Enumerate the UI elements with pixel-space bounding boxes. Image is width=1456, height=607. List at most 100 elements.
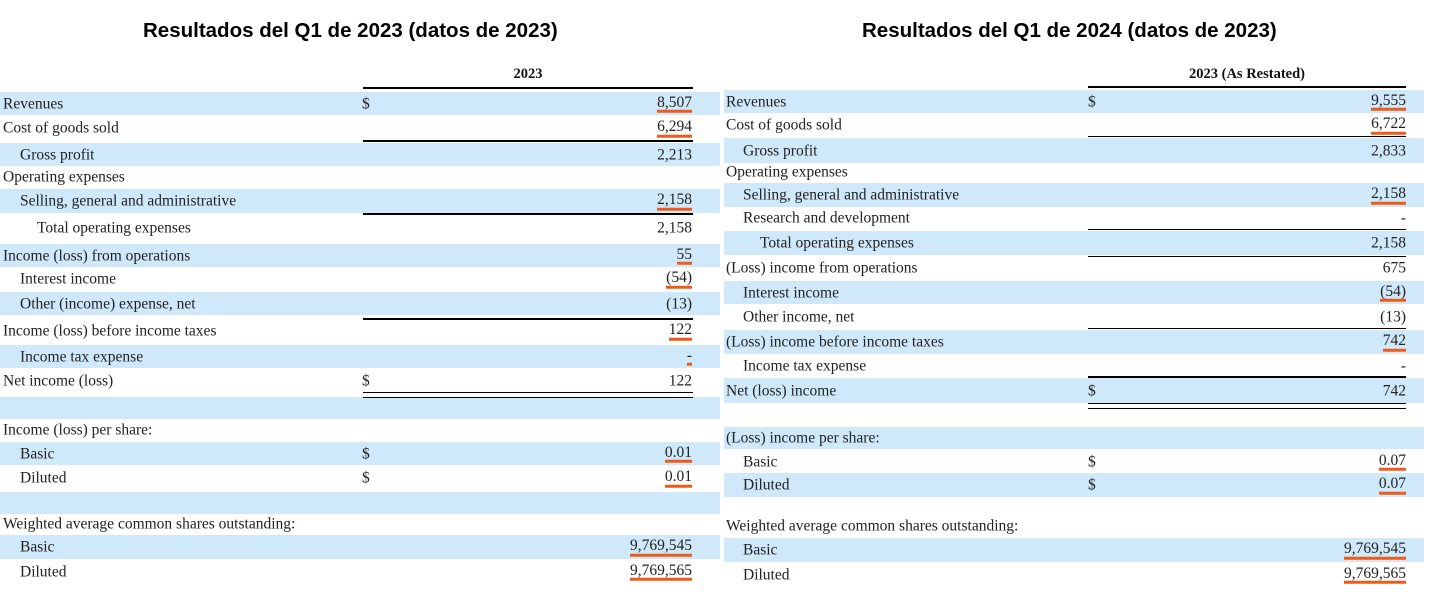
right-column-header-rule [1088,86,1406,88]
row-revenues: Revenues $9,555 [724,90,1424,113]
left-total-rule [363,213,693,215]
row-income-tax-expense: Income tax expense - [0,345,720,368]
row-value-cell: 2,158 [657,192,692,211]
right-total-rule [1088,328,1406,329]
row-label: Net (loss) income [726,381,837,399]
row-basic: Basic 9,769,545 [0,535,720,559]
row-value: 2,213 [657,145,692,163]
row-value-cell: 9,769,545 [1344,541,1406,560]
row-value: 2,158 [657,192,692,211]
right-total-rule [1088,136,1406,137]
row-value-cell: 8,507 [657,94,692,113]
row-label: Operating expenses [3,168,125,186]
row-label: (Loss) income before income taxes [726,333,944,351]
row-value-cell: 675 [1383,260,1406,276]
row-label: Total operating expenses [760,234,914,252]
row-label: Income tax expense [743,357,867,375]
row-value: 8,507 [657,94,692,113]
row-value-cell: 742 [1382,333,1406,352]
row-value-cell: 2,213 [657,147,692,163]
row-label: Weighted average common shares outstandi… [726,517,1019,535]
currency-symbol: $ [1088,381,1096,399]
row-value-cell: 9,769,565 [1344,565,1406,584]
row-total-operating-expenses: Total operating expenses 2,158 [724,231,1424,255]
row-gross-profit: Gross profit 2,213 [0,143,720,166]
row-loss-income-per-share: (Loss) income per share: [724,427,1424,449]
row-value-cell: 742 [1383,383,1406,399]
row-loss-income-from-operations: (Loss) income from operations 675 [724,257,1424,279]
row-diluted: Diluted 9,769,565 [0,560,720,583]
left-column-header-rule [363,87,693,89]
row-income-loss-before-income-taxes: Income (loss) before income taxes 122 [0,319,720,343]
right-total-rule [1088,403,1406,409]
right-title: Resultados del Q1 de 2024 (datos de 2023… [862,19,1277,42]
row-value: (13) [666,294,692,312]
row-value: 9,769,565 [1344,565,1406,584]
row-label: (Loss) income from operations [726,259,918,277]
row-net-income-loss: Net income (loss) $122 [0,369,720,393]
row-label: Diluted [743,476,790,494]
row-value: 9,769,545 [1344,541,1406,560]
row-label: Income tax expense [20,347,144,365]
row-value-cell: 9,769,565 [630,562,692,581]
row-label: Interest income [743,283,839,301]
row-value-cell: (54) [666,270,692,289]
row-value-cell: 55 [676,246,692,265]
row-value: 0.07 [1378,452,1406,471]
currency-symbol: $ [1088,452,1096,470]
row-value: (54) [666,270,692,289]
row-value: 9,769,565 [630,562,692,581]
row-research-and-development: Research and development - [724,208,1424,228]
row-value: 742 [1382,381,1406,399]
currency-symbol: $ [362,372,370,390]
row-value: 122 [668,372,692,390]
row-label: Selling, general and administrative [743,186,960,204]
row-value-cell: 0.01 [664,444,692,463]
row-value-cell: 2,833 [1371,143,1406,159]
row-label: Basic [743,541,778,559]
row-loss-income-before-income-taxes: (Loss) income before income taxes 742 [724,330,1424,354]
row-label: Diluted [743,565,790,583]
row-blank [724,499,1424,514]
row-label: (Loss) income per share: [726,429,880,447]
row-label: Basic [20,444,55,462]
row-value: 6,722 [1371,116,1406,135]
row-value-cell: 0.07 [1378,452,1406,471]
row-income-loss-per-share: Income (loss) per share: [0,420,720,440]
row-value: 0.07 [1378,476,1406,495]
row-value-cell: 122 [668,322,692,341]
row-value-cell: 6,294 [657,119,692,138]
row-value-cell: 2,158 [1371,235,1406,251]
row-cost-of-goods-sold: Cost of goods sold 6,722 [724,114,1424,136]
row-value: 0.01 [664,469,692,488]
left-total-rule [363,392,693,398]
currency-symbol: $ [362,444,370,462]
right-total-rule [1088,256,1406,257]
row-value: 675 [1382,259,1406,277]
row-label: Weighted average common shares outstandi… [3,515,296,533]
row-selling-general-and-administrative: Selling, general and administrative 2,158 [724,183,1424,207]
row-value: (13) [1380,307,1406,325]
row-label: Total operating expenses [37,218,191,236]
row-label: Gross profit [20,145,95,163]
row-basic: Basic $0.01 [0,442,720,465]
currency-symbol: $ [1088,476,1096,494]
row-value: 2,158 [657,218,692,236]
row-blank [0,492,720,514]
row-value-cell: (13) [1380,309,1406,325]
row-value: (54) [1380,283,1406,302]
row-other-income-expense-net: Other (income) expense, net (13) [0,292,720,315]
row-label: Revenues [3,94,64,112]
row-value-cell: - [1401,210,1406,226]
row-label: Basic [743,452,778,470]
row-weighted-average-common-shares-outstanding: Weighted average common shares outstandi… [724,515,1424,537]
row-value: 2,833 [1371,141,1406,159]
row-value: - [686,347,692,366]
row-value-cell: 9,769,545 [630,538,692,557]
row-label: Gross profit [743,141,818,159]
row-label: Diluted [20,562,67,580]
row-label: Net income (loss) [3,372,114,390]
row-basic: Basic 9,769,545 [724,538,1424,562]
row-value-cell: 9,555 [1371,92,1406,111]
currency-symbol: $ [1088,92,1096,110]
